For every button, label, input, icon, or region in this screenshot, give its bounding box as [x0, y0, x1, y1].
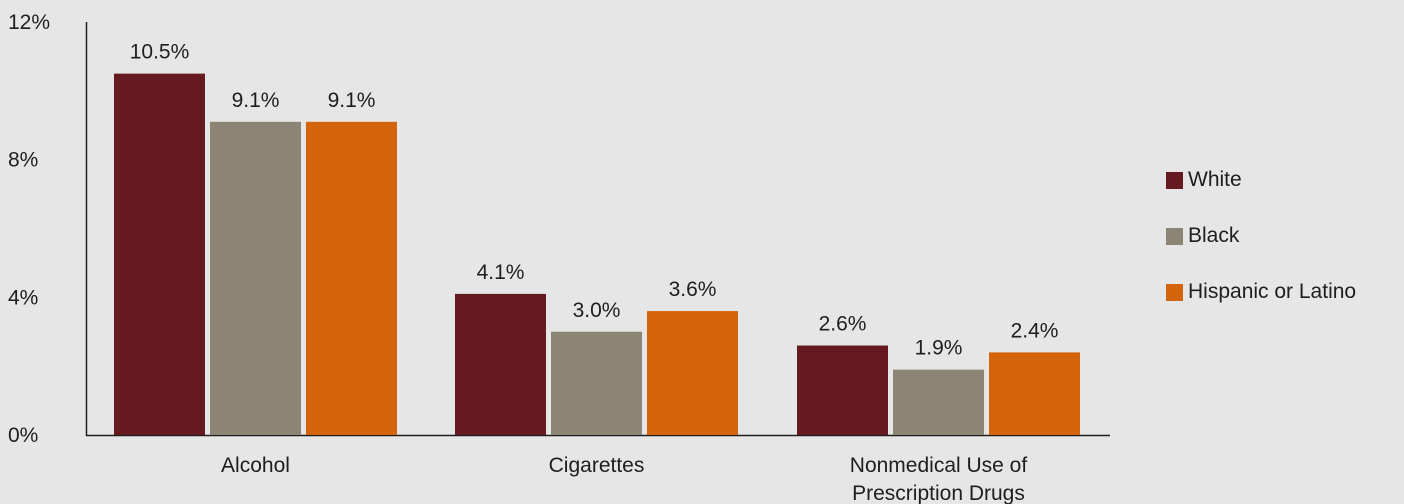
data-label: 9.1%	[232, 89, 280, 112]
x-category-label: Prescription Drugs	[852, 482, 1025, 504]
legend-item-white: White	[1166, 166, 1356, 194]
y-tick-label: 0%	[8, 424, 38, 447]
data-label: 1.9%	[915, 337, 963, 360]
bar-hispanic-or-latino-nonmedical-use-of-prescription-drugs	[989, 352, 1080, 435]
y-tick-label: 12%	[8, 11, 50, 34]
legend-swatch-black	[1166, 227, 1183, 245]
bar-white-alcohol	[114, 73, 205, 435]
legend-swatch-hispanic-or-latino	[1166, 283, 1183, 301]
data-label: 9.1%	[328, 89, 376, 112]
bar-white-nonmedical-use-of-prescription-drugs	[797, 345, 888, 435]
data-label: 4.1%	[477, 261, 525, 284]
legend-swatch-white	[1166, 171, 1183, 189]
x-category-label: Cigarettes	[549, 454, 645, 477]
data-label: 10.5%	[130, 41, 190, 64]
data-label: 3.6%	[669, 278, 717, 301]
data-label: 2.4%	[1011, 319, 1059, 342]
data-label: 2.6%	[819, 313, 867, 336]
y-tick-label: 8%	[8, 149, 38, 172]
bar-white-cigarettes	[455, 293, 546, 435]
legend-item-black: Black	[1166, 222, 1356, 250]
x-category-label: Alcohol	[221, 454, 290, 477]
y-tick-label: 4%	[8, 286, 38, 309]
bar-black-alcohol	[210, 121, 301, 435]
bar-black-cigarettes	[551, 331, 642, 435]
legend-label-black: Black	[1188, 224, 1240, 247]
bar-black-nonmedical-use-of-prescription-drugs	[893, 369, 984, 435]
legend: White Black Hispanic or Latino	[1166, 166, 1356, 334]
legend-label-hispanic-or-latino: Hispanic or Latino	[1188, 280, 1357, 303]
data-label: 3.0%	[573, 299, 621, 322]
legend-label-white: White	[1188, 168, 1242, 191]
bar-hispanic-or-latino-cigarettes	[647, 311, 738, 435]
legend-item-hispanic-or-latino: Hispanic or Latino	[1166, 278, 1356, 306]
bar-hispanic-or-latino-alcohol	[306, 121, 397, 435]
x-category-label: Nonmedical Use of	[850, 454, 1028, 477]
